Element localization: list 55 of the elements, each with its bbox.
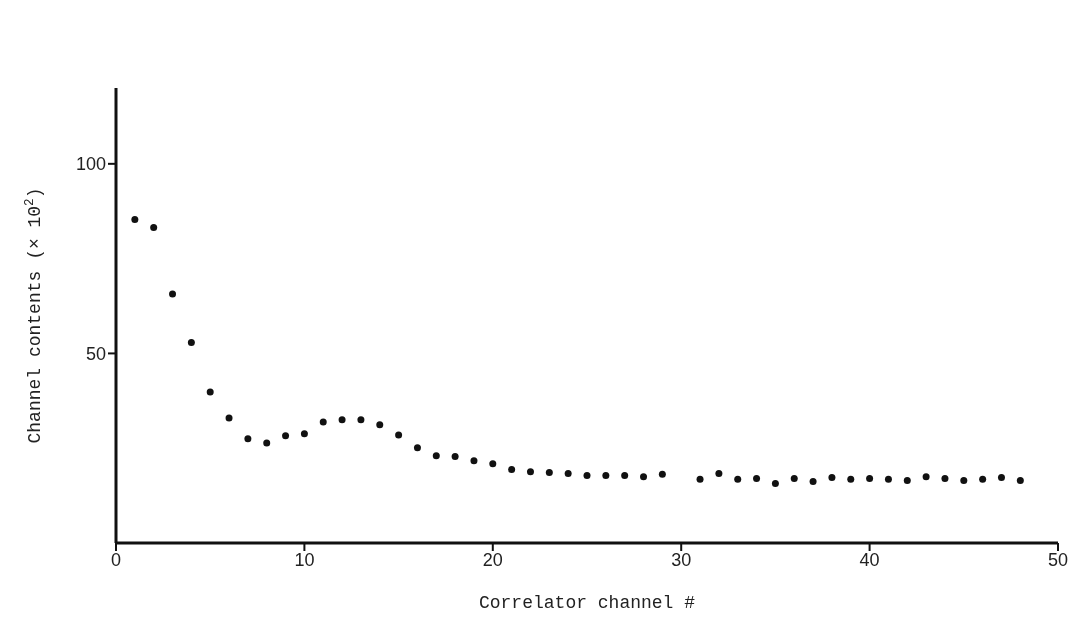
- point: [621, 472, 629, 480]
- point: [282, 432, 290, 440]
- point: [941, 475, 949, 483]
- point: [451, 453, 459, 461]
- point: [866, 475, 874, 483]
- point: [771, 479, 779, 487]
- point: [922, 473, 930, 481]
- point: [187, 338, 195, 346]
- point: [564, 470, 572, 478]
- point: [1016, 476, 1024, 484]
- point: [828, 473, 836, 481]
- x-tick-label: 30: [671, 549, 692, 570]
- point: [300, 430, 308, 438]
- point: [753, 475, 761, 483]
- y-tick-label: 100: [75, 154, 106, 175]
- point: [526, 468, 534, 476]
- point: [997, 473, 1005, 481]
- point: [357, 416, 365, 424]
- x-tick-label: 0: [110, 549, 122, 570]
- point: [658, 470, 666, 478]
- point: [169, 290, 177, 298]
- x-tick-label: 40: [859, 549, 880, 570]
- point: [790, 475, 798, 483]
- point: [338, 416, 346, 424]
- point: [470, 457, 478, 465]
- point: [131, 216, 139, 224]
- point: [225, 414, 233, 422]
- point: [640, 473, 648, 481]
- point: [734, 475, 742, 483]
- point: [847, 475, 855, 483]
- point: [583, 472, 591, 480]
- point: [263, 439, 271, 447]
- x-tick-label: 20: [482, 549, 503, 570]
- point: [979, 475, 987, 483]
- point: [715, 470, 723, 478]
- point: [319, 418, 327, 426]
- point: [545, 468, 553, 476]
- point: [489, 460, 497, 468]
- point: [244, 435, 252, 443]
- point: [206, 388, 214, 396]
- point: [602, 472, 610, 480]
- point: [809, 478, 817, 486]
- x-tick-label: 50: [1047, 549, 1069, 570]
- x-tick-label: 10: [294, 549, 315, 570]
- point: [150, 224, 158, 232]
- point: [376, 421, 384, 429]
- point: [413, 444, 421, 452]
- point: [884, 475, 892, 483]
- x-axis-title: Correlator channel #: [478, 593, 696, 613]
- point: [395, 431, 403, 439]
- point: [960, 476, 968, 484]
- point: [508, 465, 516, 473]
- point: [432, 452, 440, 460]
- point: [903, 476, 911, 484]
- point: [696, 475, 704, 483]
